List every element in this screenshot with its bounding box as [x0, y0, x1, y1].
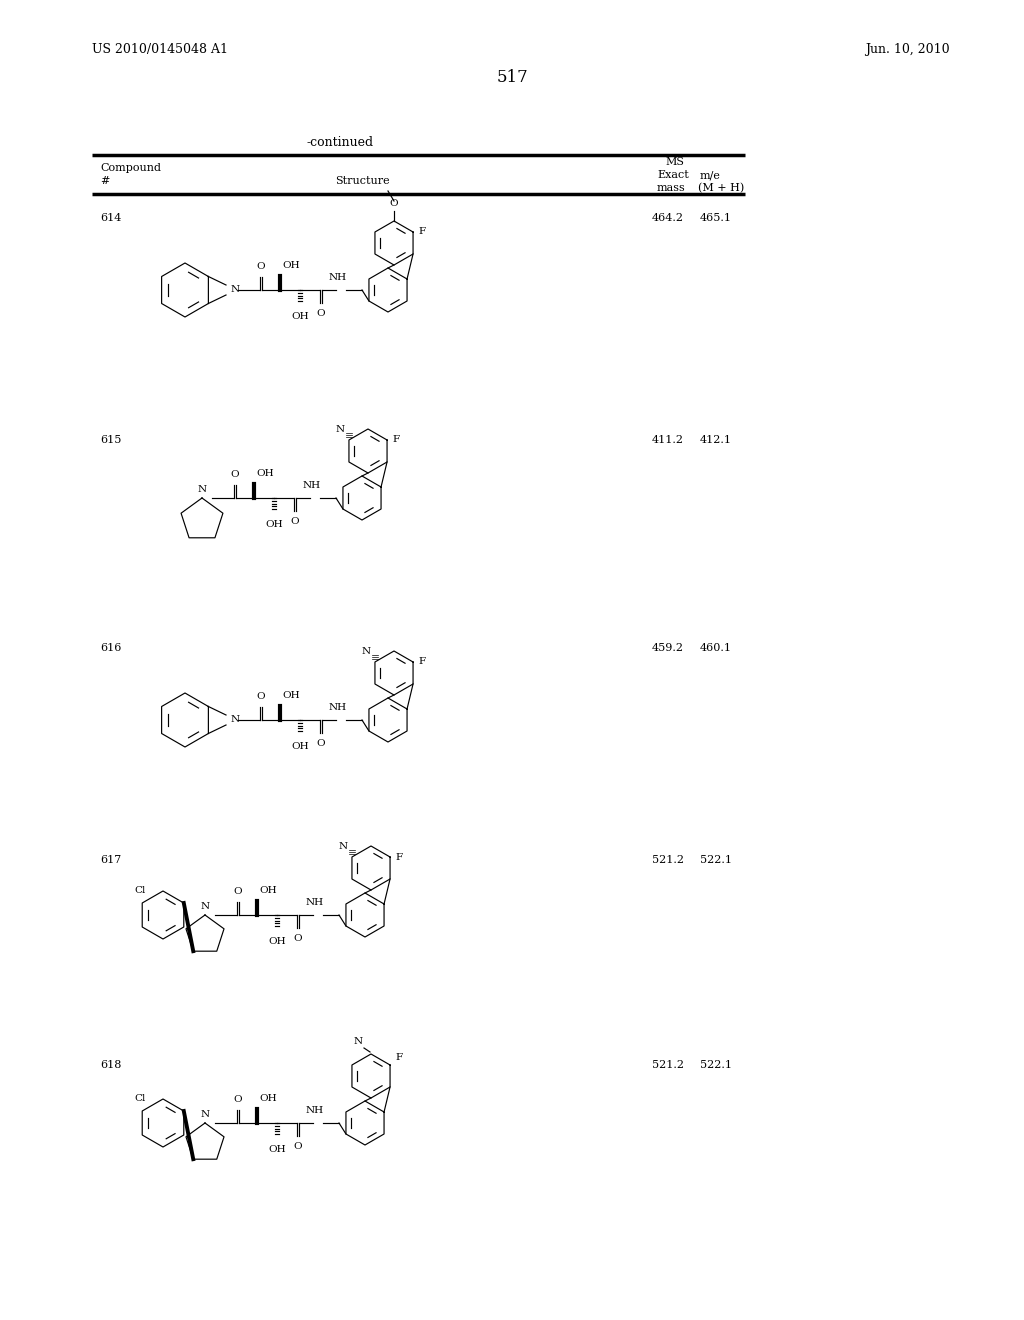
Text: OH: OH	[265, 520, 283, 529]
Text: F: F	[418, 227, 425, 236]
Text: OH: OH	[259, 1094, 276, 1104]
Text: 616: 616	[100, 643, 122, 653]
Text: 521.2: 521.2	[652, 1060, 684, 1071]
Text: N: N	[354, 1038, 362, 1045]
Text: (M + H): (M + H)	[698, 183, 744, 193]
Text: MS: MS	[665, 157, 684, 168]
Text: 617: 617	[100, 855, 121, 865]
Text: 465.1: 465.1	[700, 213, 732, 223]
Text: Structure: Structure	[335, 176, 389, 186]
Text: 517: 517	[496, 70, 528, 87]
Text: 522.1: 522.1	[700, 1060, 732, 1071]
Text: F: F	[392, 436, 399, 445]
Text: OH: OH	[291, 312, 309, 321]
Text: N: N	[198, 484, 207, 494]
Text: N: N	[231, 285, 240, 294]
Text: 411.2: 411.2	[652, 436, 684, 445]
Text: OH: OH	[259, 886, 276, 895]
Text: N: N	[361, 647, 371, 656]
Text: OH: OH	[268, 1144, 286, 1154]
Text: O: O	[257, 261, 265, 271]
Text: #: #	[100, 176, 110, 186]
Text: OH: OH	[256, 469, 273, 478]
Text: 522.1: 522.1	[700, 855, 732, 865]
Text: 459.2: 459.2	[652, 643, 684, 653]
Text: NH: NH	[306, 1106, 324, 1115]
Text: N: N	[336, 425, 345, 434]
Text: 412.1: 412.1	[700, 436, 732, 445]
Text: Cl: Cl	[134, 886, 145, 895]
Text: Exact: Exact	[657, 170, 689, 180]
Text: 618: 618	[100, 1060, 122, 1071]
Text: F: F	[395, 1052, 402, 1061]
Text: N: N	[201, 1110, 210, 1119]
Text: OH: OH	[282, 690, 300, 700]
Text: 615: 615	[100, 436, 122, 445]
Text: NH: NH	[329, 704, 347, 711]
Text: F: F	[395, 853, 402, 862]
Text: OH: OH	[291, 742, 309, 751]
Text: O: O	[233, 887, 243, 896]
Text: O: O	[294, 1142, 302, 1151]
Text: OH: OH	[268, 937, 286, 946]
Text: OH: OH	[282, 261, 300, 271]
Text: -continued: -continued	[306, 136, 374, 149]
Text: N: N	[339, 842, 348, 851]
Text: US 2010/0145048 A1: US 2010/0145048 A1	[92, 44, 228, 57]
Text: O: O	[291, 517, 299, 525]
Text: 614: 614	[100, 213, 122, 223]
Text: 460.1: 460.1	[700, 643, 732, 653]
Text: 464.2: 464.2	[652, 213, 684, 223]
Text: O: O	[316, 739, 326, 748]
Text: m/e: m/e	[700, 170, 721, 180]
Text: O: O	[230, 470, 240, 479]
Text: Compound: Compound	[100, 162, 161, 173]
Text: N: N	[201, 902, 210, 911]
Text: 521.2: 521.2	[652, 855, 684, 865]
Text: O: O	[294, 935, 302, 942]
Text: O: O	[257, 692, 265, 701]
Text: O: O	[233, 1096, 243, 1104]
Text: Jun. 10, 2010: Jun. 10, 2010	[865, 44, 949, 57]
Text: O: O	[316, 309, 326, 318]
Text: Cl: Cl	[134, 1094, 145, 1104]
Text: NH: NH	[303, 480, 322, 490]
Text: NH: NH	[329, 273, 347, 282]
Text: N: N	[231, 715, 240, 725]
Text: mass: mass	[657, 183, 686, 193]
Text: NH: NH	[306, 898, 324, 907]
Text: F: F	[418, 657, 425, 667]
Text: O: O	[390, 199, 398, 209]
